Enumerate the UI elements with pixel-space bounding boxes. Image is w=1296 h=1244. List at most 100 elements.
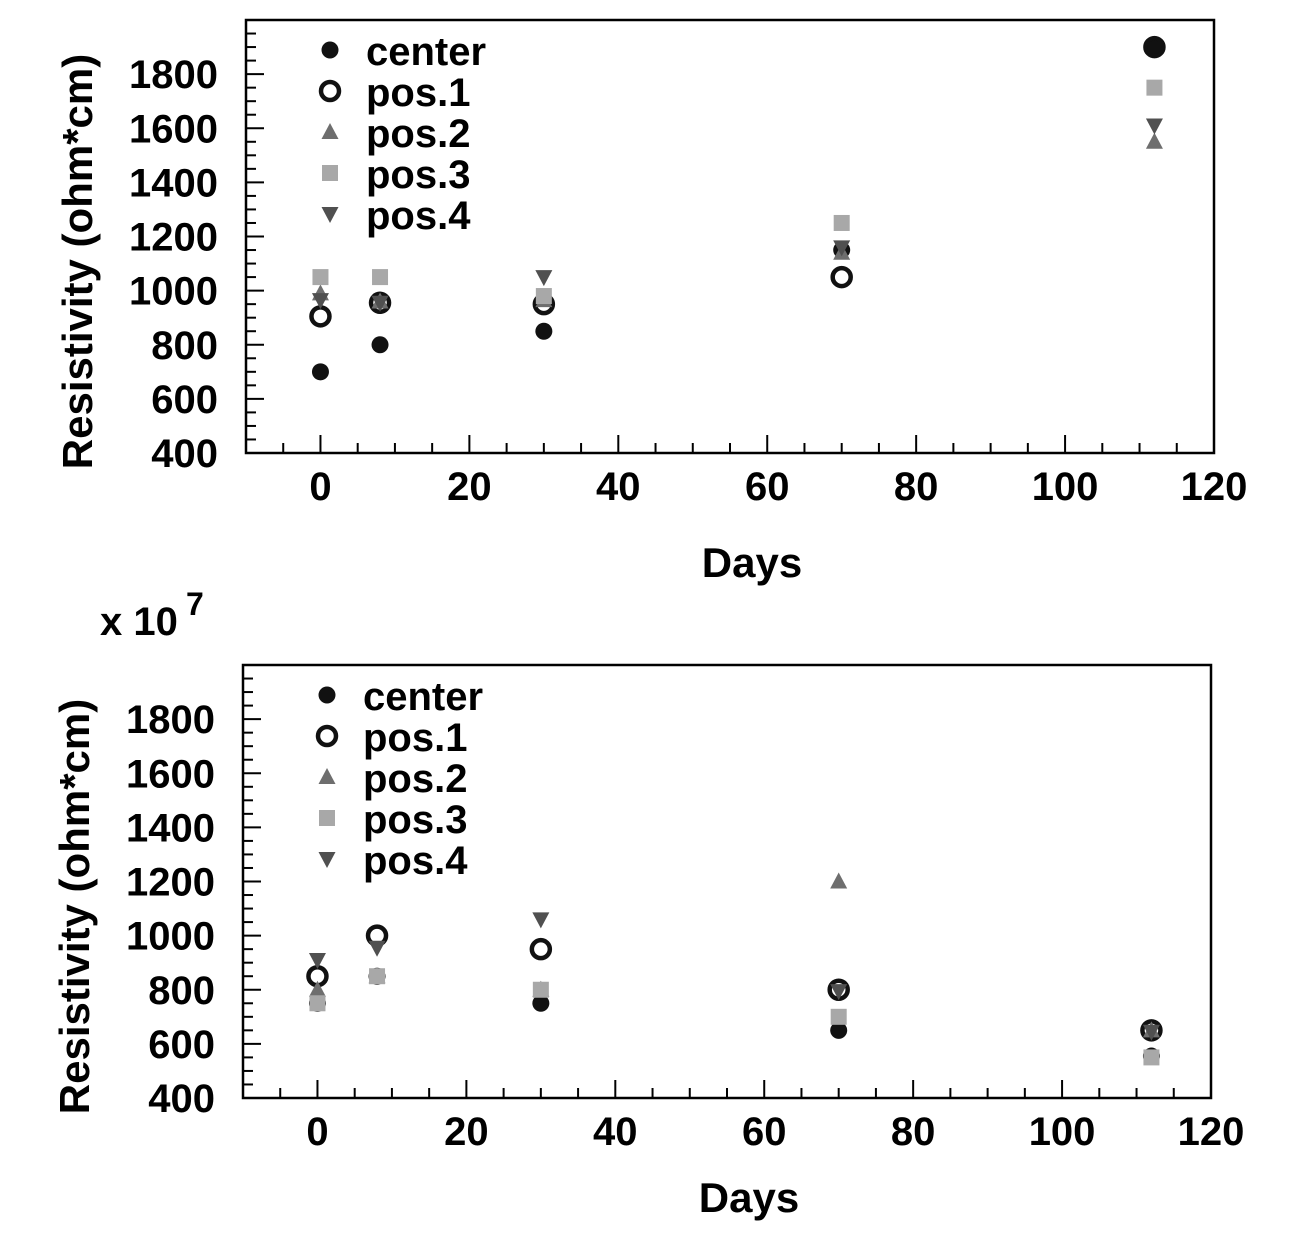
chart-1-y-tick-label: 1200 <box>129 216 218 260</box>
chart-2-y-multiplier-label: x 10 <box>100 600 178 644</box>
chart-2-point-pos-4 <box>368 940 386 957</box>
chart-1-point-center <box>535 322 553 340</box>
chart-2-y-tick-label: 600 <box>148 1023 215 1067</box>
chart-2-x-tick-label: 40 <box>593 1110 638 1154</box>
chart-2-x-tick-label: 20 <box>444 1110 489 1154</box>
chart-2-y-tick-label: 1800 <box>126 698 215 742</box>
chart-1-legend-label-pos-3: pos.3 <box>366 153 470 197</box>
chart-2-y-tick-label: 1000 <box>126 915 215 959</box>
chart-1-legend-label-center: center <box>366 30 486 74</box>
chart-1-x-tick-label: 40 <box>596 465 641 509</box>
chart-1-series-pos-3 <box>312 79 1163 305</box>
chart-2-legend-marker-pos-4 <box>318 852 336 868</box>
chart-1-legend-marker-center <box>321 41 339 59</box>
chart-2-legend-marker-pos-1 <box>315 724 339 748</box>
chart-1-y-axis-title: Resistivity (ohm*cm) <box>54 54 101 469</box>
chart-2-series-pos-4 <box>308 912 1160 1041</box>
chart-1-x-tick-label: 120 <box>1181 465 1248 509</box>
chart-1-point-pos-3 <box>372 269 389 286</box>
chart-1-legend-marker-pos-4 <box>321 207 339 223</box>
chart-2-point-pos-4 <box>1142 1024 1160 1041</box>
chart-1-x-tick-label: 20 <box>447 465 492 509</box>
chart-2-x-tick-label: 80 <box>891 1110 936 1154</box>
chart-2-point-center <box>532 994 550 1012</box>
chart-1-point-pos-3 <box>312 269 329 286</box>
chart-2-legend-label-pos-4: pos.4 <box>363 839 468 883</box>
chart-2-legend-marker-pos-3 <box>319 810 335 826</box>
chart-2-y-tick-label: 1200 <box>126 861 215 905</box>
chart-1-y-tick-label: 400 <box>151 432 218 476</box>
chart-2-x-tick-label: 120 <box>1178 1110 1245 1154</box>
chart-1-legend-label-pos-2: pos.2 <box>366 112 470 156</box>
chart-1-point-pos-1 <box>309 305 332 328</box>
chart-2-point-pos-3 <box>369 968 386 985</box>
chart-2-y-tick-label: 800 <box>148 969 215 1013</box>
chart-2-legend-label-center: center <box>363 675 483 719</box>
chart-2-point-pos-3 <box>309 995 326 1012</box>
chart-2-x-tick-label: 100 <box>1029 1110 1096 1154</box>
chart-1-point-pos-3 <box>535 288 552 305</box>
chart-2-x-axis-title: Days <box>699 1174 799 1221</box>
chart-1-point-pos-4 <box>371 295 389 312</box>
chart-2-series-pos-1 <box>306 924 1163 1042</box>
chart-1-y-tick-label: 1000 <box>129 270 218 314</box>
chart-1-y-tick-label: 800 <box>151 324 218 368</box>
chart-2-x-tick-label: 60 <box>742 1110 787 1154</box>
chart-1-point-pos-4 <box>311 293 329 310</box>
chart-1-legend-marker-pos-3 <box>322 165 338 181</box>
chart-1-y-tick-label: 1600 <box>129 107 218 151</box>
chart-2-legend-label-pos-3: pos.3 <box>363 798 467 842</box>
chart-2-series-pos-2 <box>308 872 1160 1038</box>
chart-2-panel: 0 20 40 60 80 100 120 400 600 800 1000 1200 1400 1600… <box>51 586 1244 1221</box>
chart-1-point-pos-1 <box>830 265 853 289</box>
chart-1-legend-marker-pos-2 <box>321 123 339 139</box>
chart-1-y-tick-label: 600 <box>151 378 218 422</box>
chart-1-point-pos-3 <box>833 214 850 231</box>
chart-2-point-pos-4 <box>532 912 550 929</box>
chart-2-legend-label-pos-2: pos.2 <box>363 757 467 801</box>
chart-2-y-multiplier-exponent: 7 <box>186 586 204 622</box>
chart-1-point-center <box>311 363 329 381</box>
chart-1-x-tick-label: 60 <box>745 465 790 509</box>
chart-2-series-pos-3 <box>309 968 1160 1066</box>
chart-2-y-tick-label: 1600 <box>126 752 215 796</box>
chart-2-series-center <box>308 967 1160 1065</box>
chart-2-point-pos-4 <box>830 984 848 1001</box>
chart-1-point-pos-1 <box>1143 35 1166 59</box>
chart-1-x-tick-label: 80 <box>894 465 939 509</box>
chart-2-y-tick-label: 400 <box>148 1077 215 1121</box>
chart-1-x-tick-label: 100 <box>1032 465 1099 509</box>
chart-2-legend-marker-center <box>318 686 336 704</box>
chart-1-y-tick-label: 1400 <box>129 161 218 205</box>
chart-2-point-pos-3 <box>1143 1049 1160 1066</box>
chart-2-point-pos-2 <box>830 872 848 889</box>
chart-2-legend-marker-pos-2 <box>318 768 336 784</box>
chart-1-series-center <box>311 38 1163 381</box>
chart-2-y-axis-title: Resistivity (ohm*cm) <box>51 699 98 1114</box>
chart-2-point-pos-2 <box>308 980 326 997</box>
chart-1-point-center <box>371 336 389 354</box>
chart-1-point-pos-2 <box>1145 132 1163 149</box>
chart-2-point-pos-4 <box>308 952 326 969</box>
chart-2-point-center <box>830 1021 848 1039</box>
chart-1-point-pos-4 <box>1145 118 1163 135</box>
chart-1-legend-label-pos-4: pos.4 <box>366 194 471 238</box>
chart-2-point-pos-3 <box>830 1008 847 1025</box>
chart-1-point-center <box>1145 38 1163 56</box>
chart-2-point-pos-1 <box>529 937 553 961</box>
chart-1-point-pos-3 <box>1146 79 1163 96</box>
chart-2-legend-label-pos-1: pos.1 <box>363 716 467 760</box>
chart-1-legend-marker-pos-1 <box>318 79 342 103</box>
chart-1-point-pos-4 <box>833 240 851 257</box>
chart-2-x-tick-label: 0 <box>306 1110 328 1154</box>
chart-1-point-pos-4 <box>535 270 553 287</box>
chart-1-x-tick-label: 0 <box>309 465 331 509</box>
chart-1-legend-label-pos-1: pos.1 <box>366 71 470 115</box>
chart-2-y-tick-label: 1400 <box>126 806 215 850</box>
chart-2-point-pos-3 <box>532 981 549 998</box>
chart-1-x-axis-title: Days <box>702 539 802 586</box>
chart-1-y-tick-label: 1800 <box>129 53 218 97</box>
chart-1-panel: 0 20 40 60 80 100 120 400 600 800 1000 1200 1400 1600… <box>54 18 1248 586</box>
